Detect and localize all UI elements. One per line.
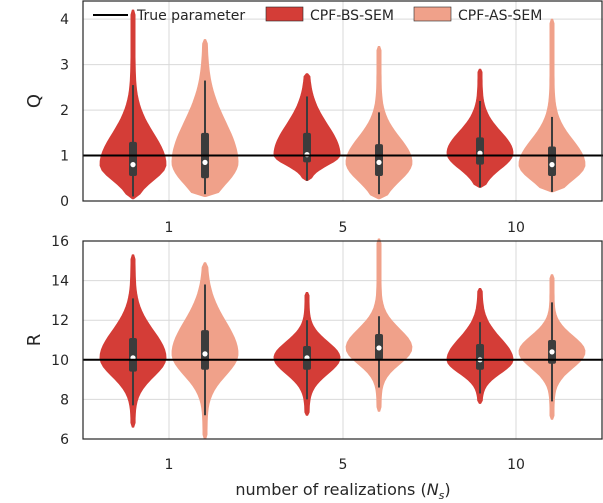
legend-label: CPF-BS-SEM	[310, 8, 394, 24]
violin-cpf-bs-sem-10	[446, 288, 514, 404]
x-tick-label: 5	[339, 220, 348, 236]
violin-cpf-as-sem-10	[518, 274, 586, 420]
violin-cpf-bs-sem-10	[446, 68, 514, 188]
x-tick-label: 1	[165, 220, 174, 236]
legend-label: True parameter	[136, 8, 245, 24]
violin-cpf-bs-sem-1	[99, 9, 167, 200]
legend-swatch	[413, 6, 452, 22]
legend-entry: CPF-BS-SEM	[265, 6, 394, 24]
y-tick-label: 12	[51, 313, 69, 329]
violin-median	[202, 159, 208, 165]
violin-box	[201, 330, 209, 370]
violin-box	[548, 146, 556, 176]
y-tick-label: 10	[51, 353, 69, 369]
legend: True parameter CPF-BS-SEM CPF-AS-SEM	[93, 6, 542, 24]
y-tick-label: 4	[60, 12, 69, 28]
axes-frame	[82, 0, 603, 202]
legend-entry: CPF-AS-SEM	[413, 6, 542, 24]
y-tick-label: 1	[60, 149, 69, 165]
legend-swatch	[265, 6, 304, 22]
legend-entry: True parameter	[93, 8, 245, 24]
violin-cpf-as-sem-10	[518, 18, 586, 193]
x-tick-label: 10	[507, 220, 525, 236]
x-tick-label: 10	[507, 457, 525, 473]
y-tick-label: 14	[51, 274, 69, 290]
violin-median	[376, 159, 382, 165]
y-axis-label: Q	[24, 94, 45, 108]
violin-median	[376, 345, 382, 351]
axes-frame	[82, 240, 603, 440]
x-axis-label: number of realizations (Ns)	[235, 480, 450, 502]
y-tick-label: 3	[60, 58, 69, 74]
violin-median	[549, 162, 555, 168]
violin-cpf-as-sem-5	[345, 238, 413, 412]
panel-q: 0 1 2 3 4 1 5 10 Q True parameter CPF-BS-SEM CPF-AS…	[24, 0, 603, 236]
violin-box	[129, 141, 137, 176]
violin-cpf-as-sem-5	[345, 46, 413, 200]
violin-cpf-as-sem-1	[171, 39, 239, 197]
violin-body	[518, 18, 586, 193]
legend-label: CPF-AS-SEM	[458, 8, 542, 24]
violin-median	[130, 162, 136, 168]
violin-median	[202, 351, 208, 357]
x-tick-label: 5	[339, 457, 348, 473]
violin-cpf-bs-sem-5	[273, 73, 341, 181]
violin-box	[303, 132, 311, 163]
y-tick-label: 16	[51, 234, 69, 250]
violin-box	[476, 343, 484, 370]
y-tick-label: 6	[60, 432, 69, 448]
x-tick-label: 1	[165, 457, 174, 473]
violin-median	[549, 349, 555, 355]
violin-cpf-bs-sem-5	[273, 292, 341, 416]
y-tick-label: 2	[60, 103, 69, 119]
y-tick-label: 8	[60, 392, 69, 408]
violin-cpf-as-sem-1	[171, 262, 239, 440]
y-tick-label: 0	[60, 194, 69, 210]
violin-box	[129, 338, 137, 372]
y-axis-label: R	[24, 334, 45, 347]
violin-cpf-bs-sem-1	[99, 254, 167, 428]
